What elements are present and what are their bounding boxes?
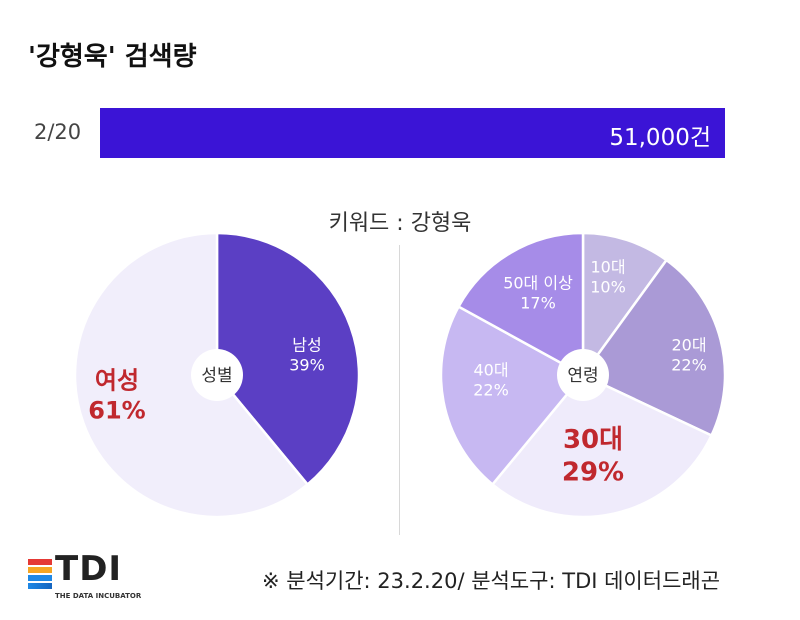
- logo-subtitle: THE DATA INCUBATOR: [55, 592, 142, 600]
- logo-bars: [28, 559, 52, 591]
- logo-bar-2: [28, 567, 52, 573]
- keyword-label: 키워드 : 강형욱: [328, 211, 472, 236]
- pie2-slice-4: [439, 304, 585, 487]
- pie1-slice-label: 여성: [95, 366, 139, 394]
- pie2-center: [557, 349, 609, 401]
- bar-date-label: 2/20: [34, 120, 82, 144]
- pie1-center: [191, 349, 243, 401]
- pie2-slice-5: [456, 231, 585, 378]
- logo-bar-3: [28, 575, 52, 581]
- search-volume-bar: 51,000건: [100, 108, 725, 158]
- pie2-slice-3: [490, 373, 714, 519]
- pie1-slice-value: 39%: [289, 356, 325, 375]
- logo-bar-4: [28, 583, 52, 589]
- pie2-slice-label: 30대: [563, 425, 623, 455]
- pie1-slice-label: 남성: [292, 336, 321, 355]
- tdi-logo: TDI THE DATA INCUBATOR: [28, 549, 168, 605]
- logo-bar-1: [28, 559, 52, 565]
- pie2-slice-value: 10%: [590, 278, 626, 297]
- search-volume-value: 51,000건: [609, 125, 711, 151]
- logo-text: TDI: [55, 549, 123, 589]
- page-title: '강형욱' 검색량: [28, 42, 197, 72]
- pie2-slice-value: 22%: [473, 381, 509, 400]
- pie2-slice-value: 29%: [562, 457, 624, 487]
- chart-divider: [399, 245, 400, 535]
- pie2-slice-value: 17%: [520, 294, 556, 313]
- pie2-slice-value: 22%: [671, 356, 707, 375]
- pie2-slice-label: 40대: [473, 361, 508, 380]
- pie1-center-label: 성별: [201, 366, 232, 386]
- pie2-slice-label: 10대: [590, 258, 625, 277]
- pie2-slice-1: [581, 231, 669, 379]
- pie1-slice-1: [215, 231, 361, 487]
- pie2-slice-label: 50대 이상: [503, 274, 573, 293]
- pie1-slice-value: 61%: [88, 396, 145, 424]
- pie2-center-label: 연령: [567, 366, 598, 386]
- footer-note: ※ 분석기간: 23.2.20/ 분석도구: TDI 데이터드래곤: [262, 569, 721, 593]
- pie2-slice-label: 20대: [671, 336, 706, 355]
